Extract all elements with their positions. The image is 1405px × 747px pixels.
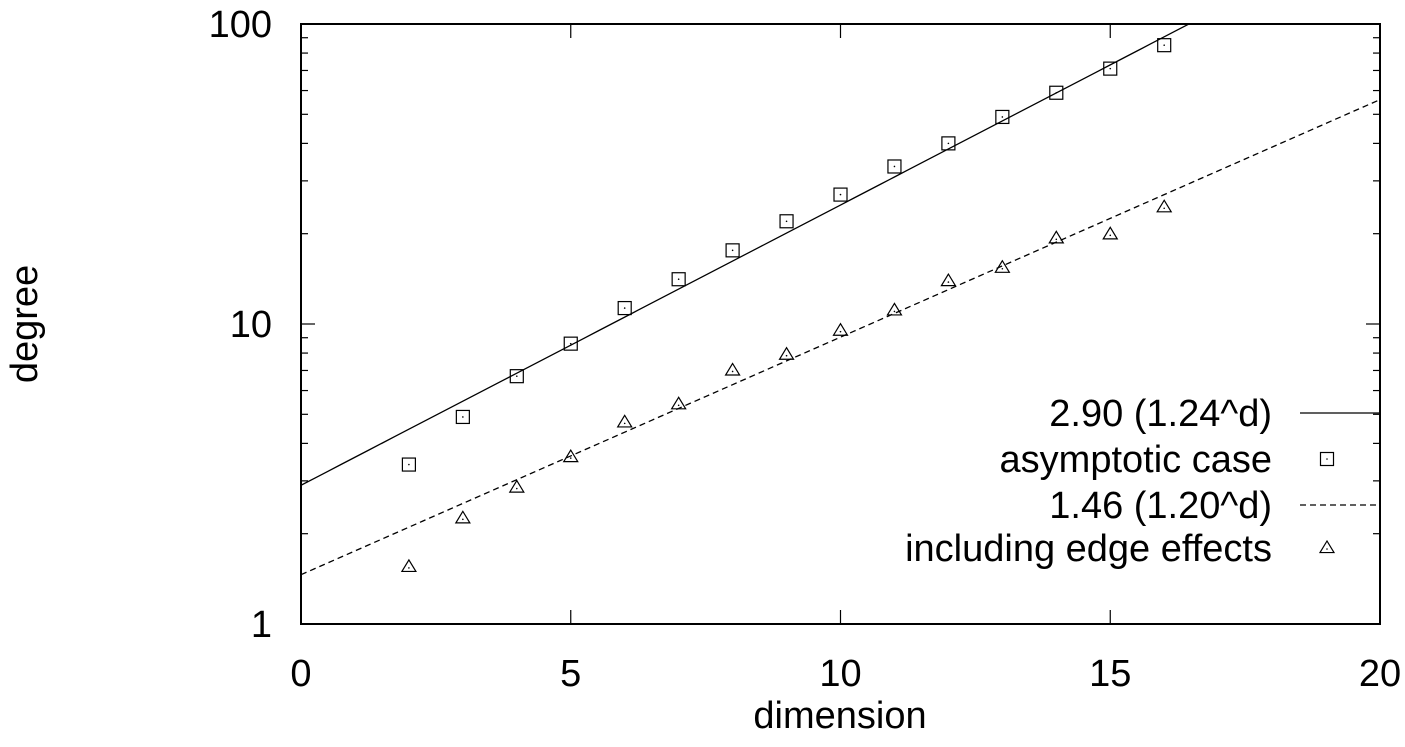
square-point [1157, 38, 1172, 53]
triangle-point [832, 322, 849, 336]
y-tick-label: 10 [230, 304, 272, 346]
square-point [1103, 61, 1118, 76]
triangle-point-dot [893, 310, 896, 313]
square-point-dot [408, 463, 410, 466]
legend-entry-label: 1.46 (1.20^d) [1049, 485, 1272, 527]
square-point-dot [1109, 67, 1112, 70]
square-point-dot [947, 142, 950, 145]
square-point [617, 300, 632, 316]
triangle-point-dot [516, 487, 518, 490]
square-point [887, 159, 902, 174]
square-point-dot [893, 165, 896, 168]
legend-marker-sample [1319, 451, 1335, 467]
lines-layer [301, 24, 1380, 576]
square-point-dot [1001, 116, 1004, 118]
x-tick-label: 10 [819, 653, 861, 695]
triangle-point [508, 479, 525, 493]
triangle-point-dot [408, 567, 410, 569]
triangle-point-dot [1055, 238, 1058, 241]
square-point-dot [677, 278, 680, 281]
triangle-point-dot [677, 404, 680, 407]
square-point [1049, 85, 1064, 100]
triangle-point [886, 302, 903, 316]
square-point [941, 136, 956, 151]
square-point-dot [1163, 44, 1165, 46]
legend-entry-label: including edge effects [905, 528, 1272, 570]
y-tick-label: 1 [251, 604, 272, 646]
triangle-point-dot [569, 457, 572, 459]
square-point [401, 457, 416, 472]
square-point [455, 409, 470, 425]
triangle-point [562, 448, 579, 463]
x-tick-label: 0 [290, 653, 311, 695]
square-point-dot [462, 416, 464, 418]
square-point [833, 187, 848, 202]
square-point [509, 369, 524, 384]
triangle-point [994, 259, 1011, 273]
triangle-point-dot [1109, 234, 1112, 237]
triangle-point [454, 510, 471, 524]
triangle-point [400, 558, 417, 573]
triangle-point [1156, 199, 1173, 213]
square-point-dot [1055, 91, 1058, 94]
legend-entry-label: 2.90 (1.24^d) [1049, 393, 1272, 435]
square-point [563, 336, 578, 351]
triangle-point-dot [1001, 267, 1004, 270]
triangle-point-dot [731, 370, 734, 373]
legend-marker-sample-dot [1326, 458, 1328, 460]
legend-entry-label: asymptotic case [1000, 439, 1272, 481]
square-point-dot [569, 342, 572, 345]
triangle-point [670, 396, 687, 410]
points-layer [400, 38, 1173, 573]
x-tick-label: 5 [560, 653, 581, 695]
square-point-dot [516, 375, 518, 377]
square-point [779, 214, 794, 229]
triangle-point [1048, 230, 1065, 244]
square-point [725, 243, 740, 258]
series-line-2 [301, 99, 1380, 576]
triangle-point [724, 362, 741, 376]
triangle-point-dot [462, 518, 464, 521]
series-line-0 [301, 24, 1191, 486]
square-point [995, 109, 1010, 125]
square-point-dot [731, 249, 734, 252]
x-tick-label: 20 [1359, 653, 1401, 695]
square-point [671, 272, 686, 287]
ticks-layer: 0 5 10 15 20 1 10 100 [209, 4, 1402, 695]
triangle-point-dot [623, 422, 626, 425]
legend-marker-sample-dot [1326, 548, 1328, 550]
x-tick-label: 15 [1089, 653, 1131, 695]
triangle-point [1102, 226, 1119, 240]
triangle-point [778, 346, 795, 360]
triangle-point [616, 414, 633, 428]
triangle-point-dot [839, 330, 842, 333]
x-axis-label: dimension [753, 695, 926, 737]
square-point-dot [785, 220, 788, 223]
triangle-point-dot [947, 281, 950, 283]
y-tick-label: 100 [209, 4, 272, 46]
triangle-point [940, 272, 957, 287]
square-point-dot [623, 307, 626, 309]
triangle-point-dot [1163, 207, 1165, 210]
y-axis-label: degree [4, 265, 46, 383]
square-point-dot [839, 193, 842, 196]
legend-marker-sample [1318, 539, 1336, 554]
triangle-point-dot [785, 354, 788, 357]
